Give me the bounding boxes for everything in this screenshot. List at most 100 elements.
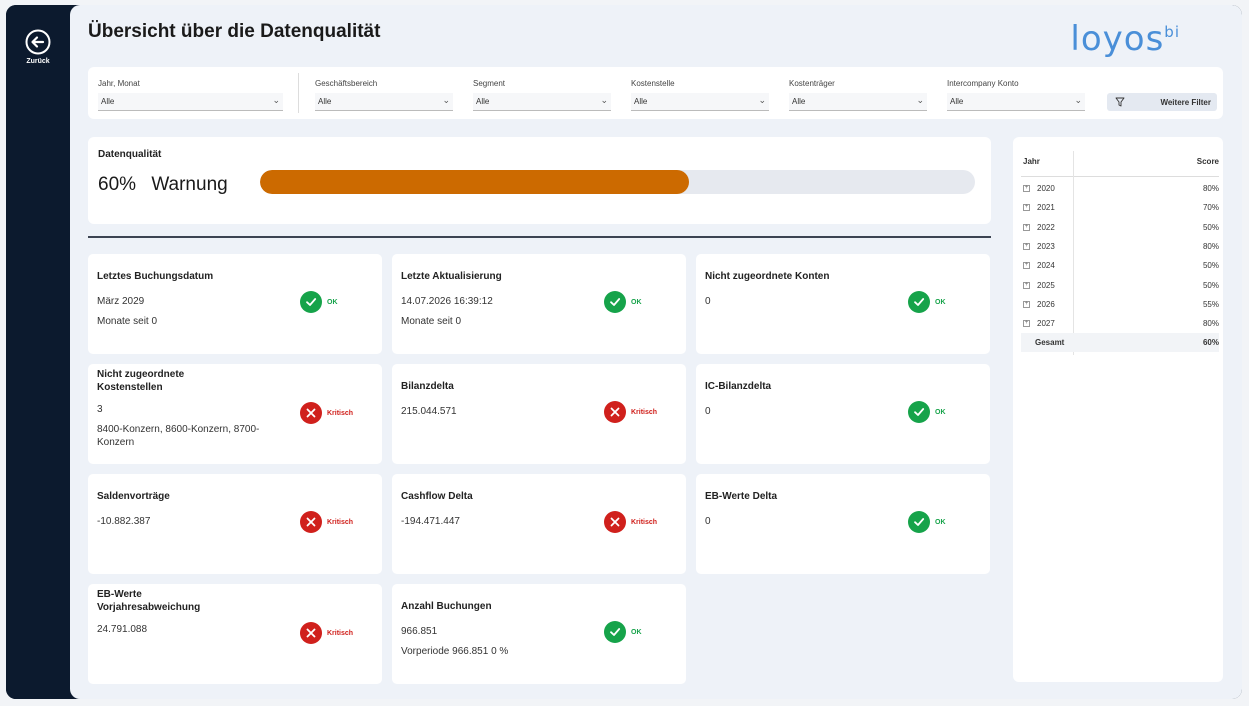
table-row: +2024 50%	[1021, 258, 1219, 277]
expand-icon[interactable]: +	[1023, 185, 1030, 192]
score-column-divider	[1073, 151, 1074, 355]
filter-5: Intercompany Konto Alle ⌄	[947, 79, 1085, 111]
status-badge: Kritisch	[604, 511, 657, 533]
kpi-card: Nicht zugeordnete Konten 0 OK	[696, 254, 990, 354]
status-text: OK	[935, 408, 946, 416]
filter-dropdown[interactable]: Alle ⌄	[947, 93, 1085, 111]
expand-icon[interactable]: +	[1023, 204, 1030, 212]
table-row: +2020 80%	[1021, 181, 1219, 200]
status-text: Kritisch	[631, 518, 658, 526]
row-score: 50%	[1202, 280, 1219, 290]
data-quality-percent: 60%	[98, 174, 137, 195]
filter-value: Alle	[476, 97, 490, 106]
check-circle-icon	[908, 401, 930, 423]
column-header-score[interactable]: Score	[1196, 157, 1219, 166]
table-row: +2025 50%	[1021, 278, 1219, 297]
card-title: Nicht zugeordnete Konten	[705, 271, 830, 282]
filter-value: Alle	[318, 97, 332, 106]
expand-icon[interactable]: +	[1023, 300, 1030, 308]
card-value: Monate seit 0	[97, 316, 158, 327]
status-text: OK	[935, 518, 946, 526]
row-score: 80%	[1202, 184, 1219, 193]
row-score: 50%	[1202, 222, 1219, 232]
x-circle-icon	[604, 511, 626, 533]
status-text: OK	[935, 298, 946, 306]
card-value: 0	[705, 516, 711, 527]
row-year: 2027	[1037, 319, 1055, 329]
section-divider	[88, 236, 991, 238]
filter-1: Geschäftsbereich Alle ⌄	[315, 79, 453, 111]
filter-dropdown[interactable]: Alle ⌄	[631, 93, 769, 111]
more-filters-label: Weitere Filter	[1160, 97, 1211, 107]
kpi-card: Nicht zugeordnete Kostenstellen 3 8400-Kon…	[88, 364, 382, 464]
status-badge: OK	[604, 291, 642, 313]
card-title: EB-Werte Delta	[705, 491, 778, 502]
table-row: +2023 80%	[1021, 239, 1219, 258]
filter-dropdown[interactable]: Alle ⌄	[789, 93, 927, 111]
chevron-down-icon: ⌄	[1074, 95, 1082, 105]
filter-dropdown[interactable]: Alle ⌄	[473, 93, 611, 111]
card-title: Bilanzdelta	[401, 381, 454, 392]
card-value: 966.851	[401, 626, 438, 637]
data-quality-progress-bar	[260, 170, 975, 194]
kpi-card: Saldenvorträge -10.882.387 Kritisch	[88, 474, 382, 574]
table-row: +2021 70%	[1021, 200, 1219, 219]
table-row: +2022 50%	[1021, 220, 1219, 239]
more-filters-button[interactable]: Weitere Filter	[1107, 93, 1217, 111]
card-value: 3	[97, 404, 103, 415]
filter-label: Kostenträger	[789, 79, 835, 88]
chevron-down-icon: ⌄	[758, 95, 766, 105]
chevron-down-icon: ⌄	[442, 95, 450, 105]
filter-4: Kostenträger Alle ⌄	[789, 79, 927, 111]
table-row: +2027 80%	[1021, 316, 1219, 335]
status-text: Kritisch	[327, 518, 354, 526]
data-quality-progress-fill	[260, 170, 689, 194]
chevron-down-icon: ⌄	[916, 95, 924, 105]
filter-label: Intercompany Konto	[947, 79, 1019, 88]
status-badge: OK	[908, 401, 946, 423]
total-label: Gesamt	[1035, 338, 1065, 347]
status-text: Kritisch	[631, 408, 658, 416]
status-text: Kritisch	[327, 629, 354, 637]
row-score: 70%	[1202, 203, 1219, 213]
expand-icon[interactable]: +	[1023, 281, 1030, 289]
x-circle-icon	[300, 511, 322, 533]
card-title: Saldenvorträge	[97, 491, 170, 502]
expand-icon[interactable]: +	[1023, 223, 1030, 231]
row-year: 2021	[1037, 203, 1055, 213]
card-value: 0	[705, 296, 711, 307]
kpi-card: Bilanzdelta 215.044.571 Kritisch	[392, 364, 686, 464]
column-header-year[interactable]: Jahr	[1023, 157, 1040, 166]
card-title: Letzte Aktualisierung	[401, 271, 502, 282]
kpi-card: IC-Bilanzdelta 0 OK	[696, 364, 990, 464]
chevron-down-icon: ⌄	[600, 95, 608, 105]
filter-dropdown[interactable]: Alle ⌄	[315, 93, 453, 111]
score-table: Jahr Score Gesamt 60% +2020 80% +2021 70% +2…	[1013, 137, 1223, 682]
filter-bar: Weitere Filter Jahr, Monat Alle ⌄ Geschäfts…	[88, 67, 1223, 119]
kpi-card: Anzahl Buchungen 966.851 Vorperiode 966.85…	[392, 584, 686, 684]
filter-dropdown[interactable]: Alle ⌄	[98, 93, 283, 111]
card-value: 14.07.2026 16:39:12	[401, 296, 493, 307]
check-circle-icon	[908, 291, 930, 313]
expand-icon[interactable]: +	[1023, 320, 1030, 328]
status-text: OK	[631, 298, 642, 306]
check-circle-icon	[604, 291, 626, 313]
card-value: -10.882.387	[97, 516, 151, 527]
card-value: 24.791.088	[97, 624, 148, 635]
filter-value: Alle	[634, 97, 648, 106]
status-badge: OK	[908, 291, 946, 313]
card-value: 0	[705, 406, 711, 417]
status-text: OK	[327, 298, 338, 306]
page-title: Übersicht über die Datenqualität	[88, 21, 381, 42]
row-year: 2025	[1037, 280, 1055, 290]
card-title: EB-Werte Vorjahresabweichung	[97, 589, 201, 613]
card-title: Anzahl Buchungen	[401, 601, 492, 612]
filter-2: Segment Alle ⌄	[473, 79, 611, 111]
card-value: 215.044.571	[401, 406, 457, 417]
logo: loyosbi	[1070, 19, 1180, 59]
back-button[interactable]: Zurück	[22, 29, 54, 75]
expand-icon[interactable]: +	[1023, 262, 1030, 270]
row-year: 2022	[1037, 222, 1055, 232]
check-circle-icon	[604, 621, 626, 643]
expand-icon[interactable]: +	[1023, 242, 1030, 250]
